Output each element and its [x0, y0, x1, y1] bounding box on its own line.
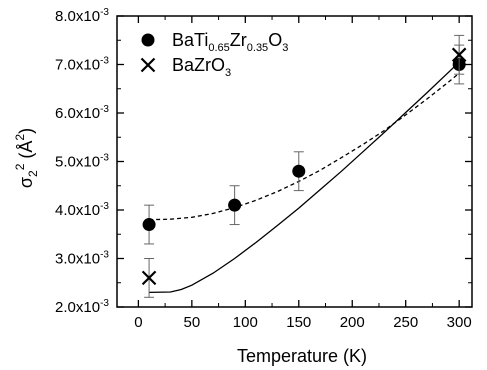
data-point-circle: [228, 198, 242, 212]
axes: 0 50 100 150 200 250 300 2.0x10-3 3.0x10-3 4.0x10…: [55, 7, 473, 331]
x-tick-label: 50: [184, 314, 201, 331]
x-tick-label: 100: [233, 314, 258, 331]
y-axis-label: σ22 (Å2): [13, 128, 40, 188]
x-tick-label: 200: [340, 314, 365, 331]
x-tick-label: 150: [286, 314, 311, 331]
x-axis-label: Temperature (K): [237, 346, 367, 366]
y-tick-label: 2.0x10-3: [55, 298, 109, 316]
data-point-circle: [292, 164, 306, 178]
fit-curves: [149, 61, 460, 294]
y-tick-label: 8.0x10-3: [55, 7, 109, 25]
data-point-cross: [451, 47, 467, 63]
x-tick-label: 0: [134, 314, 142, 331]
plot-frame: [116, 15, 473, 308]
legend-label: BaZrO3: [172, 55, 231, 79]
fit-curve-solid: [149, 61, 460, 294]
data-point-cross: [141, 270, 157, 286]
legend-marker-cross: [140, 57, 156, 73]
y-tick-label: 4.0x10-3: [55, 201, 109, 219]
y-tick-label: 7.0x10-3: [55, 56, 109, 74]
legend-marker-circle: [141, 33, 155, 47]
legend-label: BaTi0.65Zr0.35O3: [172, 30, 288, 54]
data-points: [141, 34, 467, 298]
y-tick-label: 5.0x10-3: [55, 153, 109, 171]
y-tick-label: 6.0x10-3: [55, 104, 109, 122]
fit-curve-dashed: [149, 72, 460, 221]
x-tick-label: 300: [447, 314, 472, 331]
x-tick-label: 250: [393, 314, 418, 331]
data-point-circle: [142, 218, 156, 232]
y-tick-label: 3.0x10-3: [55, 250, 109, 268]
